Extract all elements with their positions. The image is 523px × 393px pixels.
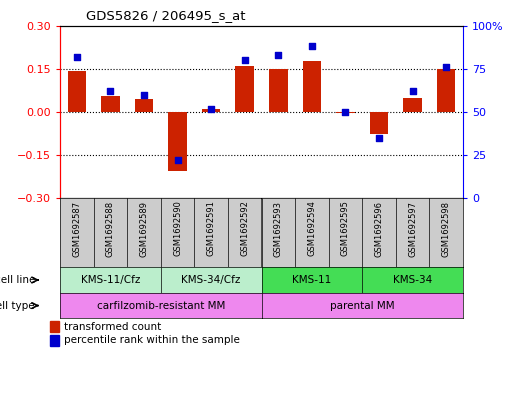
- Text: cell line: cell line: [0, 275, 35, 285]
- Text: GSM1692591: GSM1692591: [207, 200, 215, 256]
- Text: cell type: cell type: [0, 301, 35, 310]
- Bar: [437, 69, 456, 112]
- Point: [274, 52, 282, 58]
- Point: [308, 43, 316, 50]
- Text: KMS-11: KMS-11: [292, 275, 332, 285]
- Text: GSM1692598: GSM1692598: [441, 200, 451, 257]
- Point: [73, 53, 81, 60]
- Text: carfilzomib-resistant MM: carfilzomib-resistant MM: [97, 301, 225, 310]
- Text: GSM1692589: GSM1692589: [140, 200, 149, 257]
- Bar: [50, 321, 59, 332]
- Bar: [336, 112, 355, 114]
- Text: GSM1692588: GSM1692588: [106, 200, 115, 257]
- Bar: [235, 66, 254, 112]
- Bar: [50, 335, 59, 345]
- Text: GSM1692587: GSM1692587: [72, 200, 82, 257]
- Point: [408, 88, 417, 94]
- Text: GSM1692594: GSM1692594: [308, 200, 316, 256]
- Text: GSM1692593: GSM1692593: [274, 200, 283, 257]
- Text: GSM1692596: GSM1692596: [374, 200, 383, 257]
- Bar: [303, 61, 321, 112]
- Point: [106, 88, 115, 94]
- Text: GSM1692590: GSM1692590: [173, 200, 182, 256]
- Text: KMS-34: KMS-34: [393, 275, 432, 285]
- Point: [375, 135, 383, 141]
- Bar: [403, 97, 422, 112]
- Text: KMS-34/Cfz: KMS-34/Cfz: [181, 275, 241, 285]
- Point: [341, 109, 349, 115]
- Text: GSM1692597: GSM1692597: [408, 200, 417, 257]
- Text: parental MM: parental MM: [330, 301, 394, 310]
- Text: transformed count: transformed count: [64, 321, 162, 332]
- Text: GDS5826 / 206495_s_at: GDS5826 / 206495_s_at: [86, 9, 246, 22]
- Text: KMS-11/Cfz: KMS-11/Cfz: [81, 275, 140, 285]
- Bar: [269, 69, 288, 112]
- Bar: [101, 96, 120, 112]
- Bar: [168, 112, 187, 171]
- Point: [140, 92, 148, 98]
- Point: [442, 64, 450, 70]
- Bar: [67, 71, 86, 112]
- Bar: [135, 99, 153, 112]
- Bar: [202, 109, 220, 112]
- Point: [241, 57, 249, 63]
- Bar: [370, 112, 388, 134]
- Point: [174, 157, 182, 163]
- Text: GSM1692595: GSM1692595: [341, 200, 350, 256]
- Text: percentile rank within the sample: percentile rank within the sample: [64, 335, 240, 345]
- Text: GSM1692592: GSM1692592: [240, 200, 249, 256]
- Point: [207, 105, 215, 112]
